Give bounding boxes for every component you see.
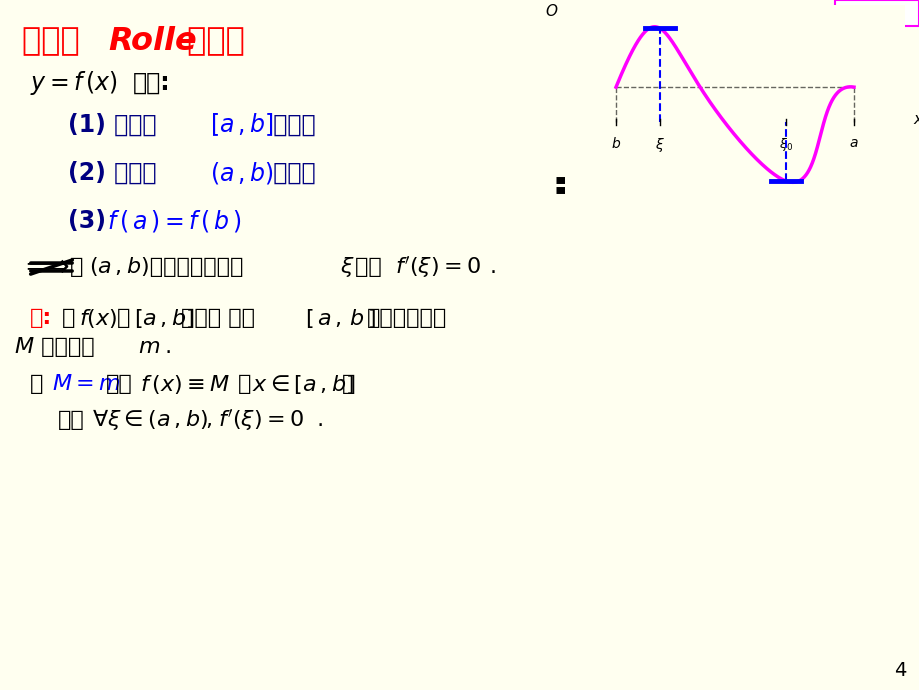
Text: 和最小值: 和最小值 <box>34 337 102 357</box>
Text: 上连续 故在: 上连续 故在 <box>181 308 255 328</box>
Text: $M=m$: $M=m$ <box>52 374 120 394</box>
Text: $f'(\xi)=0$: $f'(\xi)=0$ <box>218 407 304 433</box>
Text: 在: 在 <box>70 257 84 277</box>
Text: $\xi$: $\xi$ <box>340 255 354 279</box>
Text: ,: , <box>206 410 220 430</box>
Text: $y = f\,(x)$: $y = f\,(x)$ <box>30 69 118 97</box>
Text: 内至少存在一点: 内至少存在一点 <box>142 257 251 277</box>
Text: .: . <box>490 257 496 277</box>
Text: $O$: $O$ <box>544 3 558 19</box>
Text: 因此: 因此 <box>58 410 85 430</box>
Text: ||: || <box>815 35 825 49</box>
Text: $f(x)$: $f(x)$ <box>79 306 118 330</box>
Text: $f\,(x)\equiv M$: $f\,(x)\equiv M$ <box>140 373 230 395</box>
Text: 在: 在 <box>117 308 130 328</box>
Text: $\xi$: $\xi$ <box>654 135 664 154</box>
Text: $f'(\xi)=0$: $f'(\xi)=0$ <box>394 254 481 279</box>
Circle shape <box>771 28 800 56</box>
Text: $b$: $b$ <box>610 135 620 150</box>
Text: 上连续: 上连续 <box>265 113 315 137</box>
Text: 罗尔（: 罗尔（ <box>22 26 91 57</box>
Text: ，: ， <box>342 374 355 394</box>
Text: $a$: $a$ <box>848 135 857 150</box>
Text: .: . <box>158 337 172 357</box>
Text: ◄: ◄ <box>745 35 755 49</box>
Text: $(a\,,b)$: $(a\,,b)$ <box>89 255 149 279</box>
Text: $m$: $m$ <box>138 337 160 357</box>
Text: ，使: ，使 <box>355 257 389 277</box>
Text: 满足:: 满足: <box>133 71 170 95</box>
Text: $[\,a\,,\,b\,]$: $[\,a\,,\,b\,]$ <box>305 306 376 330</box>
Circle shape <box>806 28 834 56</box>
Text: $x\in[a\,,b]$: $x\in[a\,,b]$ <box>252 373 354 395</box>
Text: (2) 在区间: (2) 在区间 <box>68 161 165 185</box>
Text: $f\,(\,a\,)=f\,(\,b\,)$: $f\,(\,a\,)=f\,(\,b\,)$ <box>107 208 242 234</box>
Text: Rolle: Rolle <box>108 26 197 57</box>
Text: $\forall\xi\in(a\,,b)$: $\forall\xi\in(a\,,b)$ <box>92 408 208 433</box>
Text: $M$: $M$ <box>14 337 35 357</box>
Circle shape <box>841 28 869 56</box>
Text: $x$: $x$ <box>912 112 919 127</box>
Text: $\xi_0$: $\xi_0$ <box>778 135 792 152</box>
Text: ，则: ，则 <box>106 374 132 394</box>
Text: .: . <box>310 410 323 430</box>
Circle shape <box>736 28 765 56</box>
Text: (3): (3) <box>68 209 114 233</box>
Text: ✕: ✕ <box>779 35 791 49</box>
Text: 因: 因 <box>62 308 75 328</box>
Text: 若: 若 <box>30 374 51 394</box>
Text: $[a\,,b]$: $[a\,,b]$ <box>134 306 194 330</box>
Text: 内可导: 内可导 <box>265 161 315 185</box>
Text: 4: 4 <box>892 661 905 680</box>
FancyBboxPatch shape <box>834 0 918 26</box>
Text: (1) 在区间: (1) 在区间 <box>68 113 165 137</box>
Text: ）定理: ）定理 <box>176 26 244 57</box>
Text: 证:: 证: <box>30 308 52 328</box>
Text: $(a\,,b)$: $(a\,,b)$ <box>210 160 274 186</box>
Text: $[a\,,b]$: $[a\,,b]$ <box>210 112 274 139</box>
Text: ►: ► <box>850 35 860 49</box>
Text: 上取得最大值: 上取得最大值 <box>367 308 447 328</box>
Text: ，: ， <box>238 374 266 394</box>
Text: ⟹: ⟹ <box>25 253 69 282</box>
Text: 第三章第一节: 第三章第一节 <box>855 6 897 19</box>
